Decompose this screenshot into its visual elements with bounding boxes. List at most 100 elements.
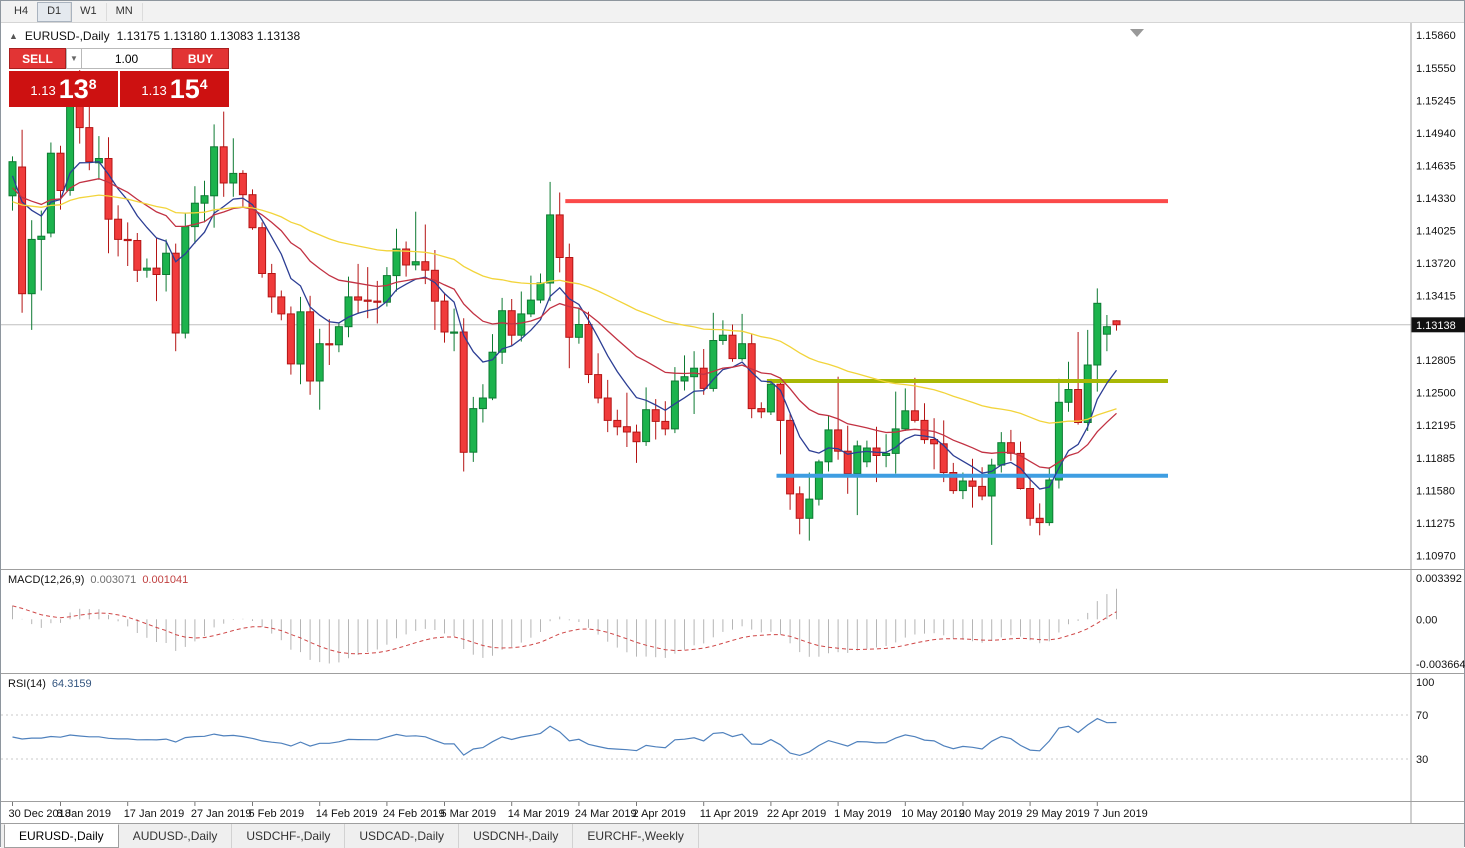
- candle: [182, 227, 189, 334]
- price-axis-label: 1.12805: [1416, 355, 1456, 367]
- candle: [1027, 489, 1034, 519]
- candle: [729, 335, 736, 358]
- candle: [998, 443, 1005, 465]
- candle: [355, 297, 362, 300]
- candle: [652, 410, 659, 422]
- candle: [287, 314, 294, 364]
- date-axis-label: 7 Jun 2019: [1093, 808, 1147, 820]
- candle: [211, 147, 218, 196]
- sell-button[interactable]: SELL: [9, 48, 66, 69]
- price-axis-label: 1.12195: [1416, 420, 1456, 432]
- candle: [422, 262, 429, 271]
- timeframe-w1-button[interactable]: W1: [71, 3, 107, 21]
- rsi-axis-label: 100: [1416, 677, 1434, 689]
- candle: [124, 239, 131, 240]
- candle: [326, 344, 333, 345]
- price-axis[interactable]: 1.158601.155501.152451.149401.146351.143…: [1412, 30, 1465, 563]
- date-axis-label: 29 May 2019: [1026, 808, 1090, 820]
- chart-shift-icon[interactable]: [1130, 29, 1144, 37]
- candle: [959, 481, 966, 491]
- candle: [105, 159, 112, 220]
- timeframe-mn-button[interactable]: MN: [107, 3, 143, 21]
- date-axis-label: 10 May 2019: [901, 808, 965, 820]
- current-price-badge-text: 1.13138: [1416, 320, 1456, 332]
- volume-dropdown-icon[interactable]: ▼: [66, 48, 81, 69]
- candle: [201, 196, 208, 204]
- candle: [681, 377, 688, 381]
- timeframe-toolbar: H4 D1 W1 MN: [1, 1, 1464, 23]
- candle: [57, 153, 64, 190]
- macd-axis-label: 0.003392: [1416, 573, 1462, 585]
- candle: [518, 314, 525, 335]
- candle: [479, 398, 486, 409]
- timeframe-h4-button[interactable]: H4: [5, 3, 38, 21]
- candle: [460, 332, 467, 452]
- candle: [172, 253, 179, 333]
- candle: [854, 446, 861, 474]
- candle: [1075, 390, 1082, 423]
- candle: [28, 239, 35, 293]
- candle: [134, 241, 141, 271]
- candle: [230, 173, 237, 183]
- rsi-axis-label: 70: [1416, 710, 1428, 722]
- rsi-line: [13, 719, 1117, 756]
- candle: [1103, 327, 1110, 335]
- candle: [1036, 518, 1043, 522]
- candle: [393, 249, 400, 276]
- candle: [739, 344, 746, 359]
- candle: [1065, 390, 1072, 403]
- timeframe-d1-button[interactable]: D1: [38, 3, 71, 21]
- date-axis-label: 24 Mar 2019: [575, 808, 637, 820]
- price-axis-label: 1.13720: [1416, 258, 1456, 270]
- macd-axis-label: 0.00: [1416, 614, 1437, 626]
- price-axis-label: 1.11885: [1416, 453, 1455, 465]
- tab-eurusd-daily[interactable]: EURUSD-,Daily: [4, 824, 119, 848]
- candle: [1084, 365, 1091, 423]
- macd-signal-line: [13, 606, 1117, 654]
- date-axis-label: 8 Jan 2019: [57, 808, 111, 820]
- sell-price-prefix: 1.13: [30, 83, 55, 107]
- candle: [758, 409, 765, 412]
- tab-usdcad-daily[interactable]: USDCAD-,Daily: [345, 824, 459, 848]
- date-axis-label: 14 Mar 2019: [508, 808, 570, 820]
- candle: [643, 410, 650, 442]
- price-axis-label: 1.14635: [1416, 160, 1456, 172]
- price-axis-label: 1.15245: [1416, 96, 1456, 108]
- date-axis-label: 2 Apr 2019: [633, 808, 686, 820]
- volume-input[interactable]: [81, 48, 172, 69]
- candle: [748, 344, 755, 409]
- candle: [316, 344, 323, 381]
- candle: [883, 453, 890, 455]
- candle: [815, 462, 822, 499]
- candle: [710, 341, 717, 389]
- candle: [345, 297, 352, 327]
- tab-usdchf-daily[interactable]: USDCHF-,Daily: [232, 824, 345, 848]
- price-axis-label: 1.12500: [1416, 388, 1456, 400]
- trade-panel-collapse-icon[interactable]: ▲: [9, 31, 18, 41]
- candle: [700, 368, 707, 388]
- candle: [767, 384, 774, 412]
- candle: [623, 427, 630, 432]
- candle: [47, 153, 54, 233]
- tab-usdcnh-daily[interactable]: USDCNH-,Daily: [459, 824, 573, 848]
- candle: [499, 311, 506, 353]
- candle: [719, 335, 726, 340]
- candle: [441, 301, 448, 332]
- candle: [1094, 303, 1101, 365]
- candle: [1007, 443, 1014, 454]
- date-axis-label: 11 Apr 2019: [700, 808, 759, 820]
- candle: [451, 332, 458, 333]
- buy-button[interactable]: BUY: [172, 48, 229, 69]
- macd-histogram: [13, 589, 1117, 664]
- tab-eurchf-weekly[interactable]: EURCHF-,Weekly: [573, 824, 698, 848]
- tab-audusd-daily[interactable]: AUDUSD-,Daily: [119, 824, 233, 848]
- buy-price-big: 15: [170, 73, 200, 107]
- candle: [278, 297, 285, 314]
